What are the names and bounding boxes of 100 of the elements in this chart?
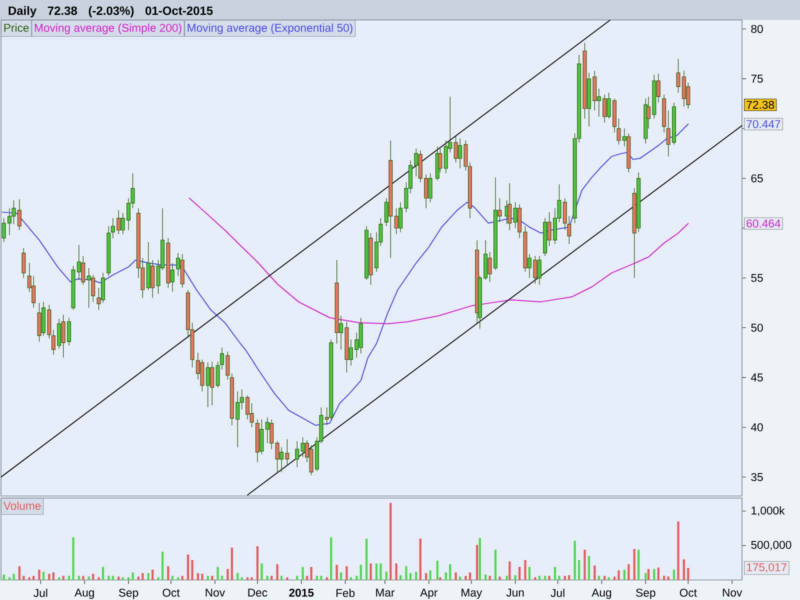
bar	[458, 576, 462, 580]
bar	[28, 577, 30, 580]
bar	[296, 576, 298, 580]
bar	[157, 577, 160, 580]
bar	[206, 576, 209, 580]
bar	[544, 576, 546, 580]
bar	[488, 576, 491, 580]
bar	[167, 566, 170, 580]
bar	[568, 575, 570, 580]
candlestick	[358, 317, 363, 354]
chart-title: Daily 72.38 (-2.03%) 01-Oct-2015	[8, 6, 213, 18]
y-tick-label: 50	[751, 324, 763, 332]
bar	[236, 573, 239, 580]
candlestick	[567, 216, 572, 244]
bar	[647, 568, 650, 580]
bar	[618, 570, 620, 580]
x-tick-label: Mar	[376, 588, 395, 597]
bar	[534, 577, 536, 580]
bar	[48, 574, 50, 580]
candlestick	[428, 173, 432, 203]
bar	[82, 576, 84, 580]
candlestick	[206, 362, 210, 408]
bar	[62, 576, 64, 580]
bar	[429, 570, 432, 580]
annotation: 60.464	[746, 220, 780, 228]
bar	[276, 564, 278, 580]
candlestick	[37, 302, 42, 342]
bar	[628, 564, 630, 580]
bar	[18, 566, 20, 580]
bar	[506, 576, 508, 580]
bar	[415, 572, 418, 580]
bar	[122, 577, 124, 580]
bar	[220, 576, 224, 580]
bar	[152, 570, 154, 580]
x-tick-label: Dec	[248, 588, 268, 597]
bar	[320, 576, 322, 580]
bar	[72, 537, 74, 580]
bar	[672, 570, 676, 580]
bar	[613, 576, 616, 580]
bar	[484, 574, 487, 580]
bar	[657, 568, 660, 580]
candlestick	[295, 440, 300, 468]
bar	[196, 573, 200, 580]
bar	[436, 560, 438, 580]
bar	[191, 560, 194, 580]
candlestick	[270, 418, 274, 450]
bar	[2, 574, 5, 580]
y-tick-label: 35	[751, 473, 763, 482]
x-tick-label: Aug	[592, 588, 612, 599]
bar	[38, 570, 40, 580]
bar	[52, 572, 54, 580]
bar	[186, 554, 190, 580]
bar	[494, 550, 497, 580]
bar	[230, 548, 234, 580]
bar	[216, 566, 219, 580]
bar	[306, 576, 308, 580]
x-tick-label: Aug	[74, 588, 94, 599]
y-tick-label: 500,000	[751, 540, 792, 550]
x-tick-label: Sep	[118, 588, 138, 599]
bar	[365, 538, 368, 580]
bar	[108, 576, 110, 580]
candlestick	[537, 256, 542, 286]
candlestick	[180, 254, 184, 288]
bar	[112, 576, 114, 580]
bar	[58, 577, 60, 580]
bar	[682, 559, 685, 580]
bar	[181, 576, 184, 580]
candlestick	[508, 182, 512, 230]
y-tick-label: 1,000k	[752, 506, 785, 516]
bar	[385, 572, 388, 580]
bar	[395, 563, 398, 580]
bar	[524, 560, 526, 580]
bar	[127, 577, 130, 580]
bar	[356, 576, 358, 580]
bar	[508, 561, 511, 580]
x-tick-label: Apr	[420, 588, 438, 599]
bar	[32, 576, 35, 580]
bar	[102, 566, 104, 580]
bar	[375, 563, 378, 580]
bar	[594, 566, 596, 580]
candlestick	[265, 416, 270, 444]
bar	[250, 577, 253, 580]
bar	[22, 576, 25, 580]
x-tick-label: Feb	[336, 588, 355, 598]
text: Volume	[3, 502, 41, 510]
bar	[266, 576, 268, 580]
bar	[468, 572, 472, 580]
bar	[405, 566, 408, 580]
bar	[558, 576, 560, 580]
bar	[226, 568, 229, 580]
line-series	[188, 198, 689, 324]
annotation: 72.38	[746, 100, 774, 109]
bar	[240, 577, 243, 580]
bar	[598, 576, 600, 580]
candlestick	[22, 248, 26, 278]
bar	[584, 550, 586, 580]
bar	[667, 576, 670, 580]
bar	[390, 502, 392, 580]
bar	[464, 576, 467, 580]
bar	[177, 577, 180, 580]
